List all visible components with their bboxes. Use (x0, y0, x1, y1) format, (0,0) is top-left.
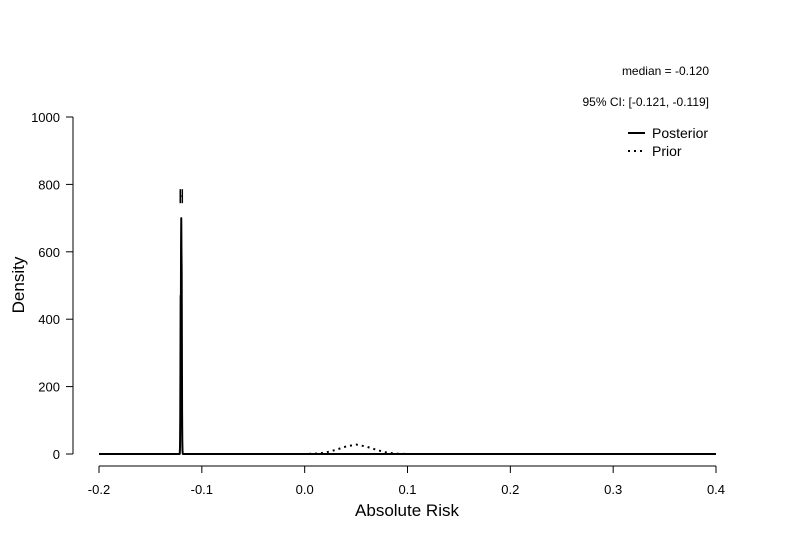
series-layer (99, 217, 716, 455)
x-tick-label: -0.2 (88, 482, 110, 497)
series-posterior-line (99, 217, 716, 455)
legend-posterior-label: Posterior (652, 125, 708, 141)
median-annotation: median = -0.120 (622, 64, 709, 78)
x-axis: -0.2 -0.1 0.0 0.1 0.2 0.3 0.4 (88, 465, 725, 497)
x-tick-label: 0.2 (501, 482, 519, 497)
legend-prior-label: Prior (652, 143, 682, 159)
x-axis-title: Absolute Risk (355, 501, 459, 520)
x-tick-label: -0.1 (191, 482, 213, 497)
x-tick-label: 0.0 (296, 482, 314, 497)
x-tick-label: 0.1 (398, 482, 416, 497)
x-tick-label: 0.3 (604, 482, 622, 497)
y-tick-label: 200 (38, 380, 60, 395)
x-tick-label: 0.4 (707, 482, 725, 497)
y-axis-title: Density (9, 256, 28, 313)
y-tick-label: 0 (53, 447, 60, 462)
series-prior-line (99, 443, 716, 455)
ci-annotation: 95% CI: [-0.121, -0.119] (582, 95, 709, 109)
y-tick-label: 600 (38, 245, 60, 260)
y-tick-label: 400 (38, 312, 60, 327)
legend: Posterior Prior (628, 125, 708, 159)
y-tick-label: 1000 (31, 110, 60, 125)
ci-markers (179, 189, 184, 204)
y-axis: 0 200 400 600 800 1000 (31, 110, 74, 462)
y-tick-label: 800 (38, 177, 60, 192)
